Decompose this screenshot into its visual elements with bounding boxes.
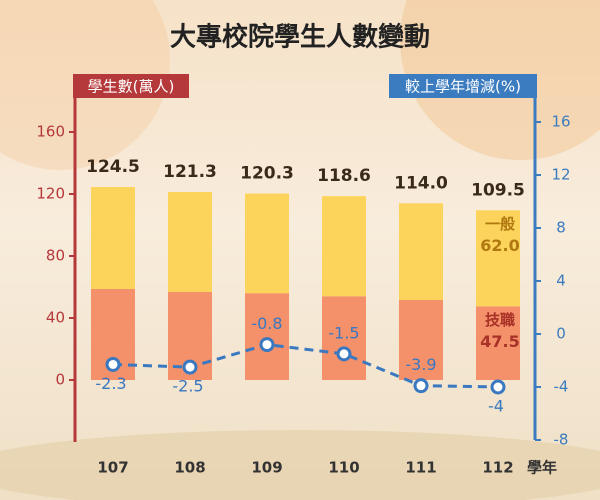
- bar-segment: [91, 187, 135, 290]
- y2-tick-label: 12: [551, 166, 570, 184]
- y-label-box: [73, 74, 189, 98]
- line-point: [105, 356, 121, 372]
- x-tick-label: 109: [251, 459, 282, 477]
- total-label: 121.3: [163, 162, 217, 182]
- line-point: [336, 346, 352, 362]
- total-label: 124.5: [86, 157, 140, 177]
- bar-segment: [168, 191, 212, 292]
- bar-segment: [399, 300, 443, 380]
- total-label: 114.0: [394, 173, 448, 193]
- line-point: [490, 379, 506, 395]
- decor: [0, 430, 600, 500]
- bar-segment: [322, 296, 366, 380]
- value-label: 62.0: [480, 236, 519, 255]
- bar-segment: [399, 203, 443, 301]
- line-point: [259, 337, 275, 353]
- total-label: 109.5: [471, 180, 525, 200]
- y-tick-label: 80: [46, 247, 65, 265]
- y2-tick-label: -4: [554, 378, 569, 396]
- y2-label: 較上學年增減(%): [405, 78, 521, 96]
- bar-segment: [476, 306, 520, 380]
- total-label: 120.3: [240, 164, 294, 184]
- line-value-label: -2.3: [95, 374, 126, 393]
- line-value-label: -3.9: [405, 355, 436, 374]
- y-label: 學生數(萬人): [88, 78, 175, 96]
- bar-segment: [245, 193, 289, 294]
- line-point: [413, 378, 429, 394]
- value-label: 47.5: [480, 332, 519, 351]
- y-tick-label: 40: [46, 309, 65, 327]
- y2-tick-label: -8: [554, 431, 569, 449]
- bar-segment: [476, 210, 520, 307]
- y2-tick-label: 0: [556, 325, 566, 343]
- series-name: 技職: [485, 311, 515, 329]
- line-value-label: -1.5: [328, 323, 359, 342]
- y2-label-box: [389, 74, 537, 98]
- y2-tick-label: 16: [551, 113, 570, 131]
- x-tick-label: 108: [174, 459, 205, 477]
- x-tick-label: 111: [405, 459, 436, 477]
- x-tick-label: 112: [482, 459, 513, 477]
- chart-title: 大專校院學生人數變動: [170, 22, 430, 53]
- line: [112, 343, 499, 389]
- x-tick-label: 110: [328, 459, 359, 477]
- total-label: 118.6: [317, 166, 371, 186]
- x-label: 學年: [527, 459, 557, 477]
- line-value-label: -4: [488, 397, 504, 416]
- line-value-label: -0.8: [251, 314, 282, 333]
- x-tick-label: 107: [97, 459, 128, 477]
- y-tick-label: 0: [55, 371, 65, 389]
- line-value-label: -2.5: [172, 377, 203, 396]
- bar-segment: [245, 293, 289, 380]
- series-name: 一般: [485, 215, 515, 233]
- y2-tick-label: 8: [556, 219, 566, 237]
- y2-tick-label: 4: [556, 272, 566, 290]
- y-tick-label: 160: [36, 123, 65, 141]
- line-point: [182, 359, 198, 375]
- bar-segment: [322, 196, 366, 297]
- y-tick-label: 120: [36, 185, 65, 203]
